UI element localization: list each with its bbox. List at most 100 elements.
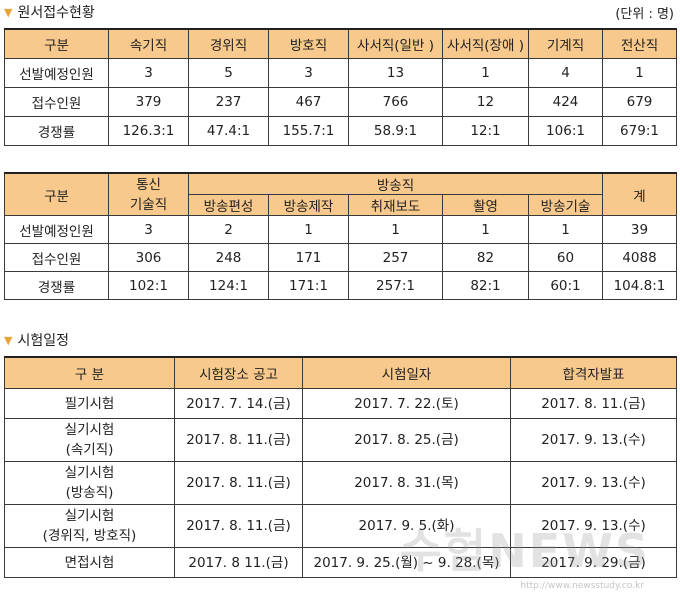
table-cell: 102:1 [108,271,189,300]
table-cell: 379 [108,87,189,117]
subheader-cell: 촬영 [442,194,529,216]
table-cell: 2017. 8. 31.(목) [302,461,511,505]
header-cell: 계 [602,172,677,216]
header-cell: 경위직 [188,28,269,59]
table-cell: 467 [268,87,349,117]
table-cell: 2017. 7. 14.(금) [174,388,303,419]
table-header-row: 구분 속기직 경위직 방호직 사서직(일반 ) 사서직(장애 ) 기계직 전산직 [4,28,677,59]
table-cell: 2017. 8. 25.(금) [302,418,511,462]
row-label: 선발예정인원 [4,215,109,244]
table-row: 실기시험 (방송직) 2017. 8. 11.(금) 2017. 8. 31.(… [4,461,677,505]
row-label: 경쟁률 [4,271,109,300]
table-cell: 2017. 9. 13.(수) [510,418,677,462]
table-cell: 106:1 [528,116,603,146]
table-cell: 257:1 [348,271,443,300]
table-row: 경쟁률 102:1 124:1 171:1 257:1 82:1 60:1 10… [4,271,677,300]
row-label: 실기시험 (방송직) [4,461,175,505]
table-header-row: 구분 통신 기술직 방송직 계 [4,172,677,216]
header-cell: 사서직(일반 ) [348,28,443,59]
table-cell: 1 [602,58,677,88]
row-label: 실기시험 (속기직) [4,418,175,462]
table-cell: 155.7:1 [268,116,349,146]
table-cell: 3 [268,58,349,88]
table-cell: 104.8:1 [602,271,677,300]
table-cell: 60:1 [528,271,603,300]
header-cell: 구분 [4,28,109,59]
table-row: 면접시험 2017. 8 11.(금) 2017. 9. 25.(월) ~ 9.… [4,547,677,578]
subheader-cell: 취재보도 [348,194,443,216]
table-row: 접수인원 306 248 171 257 82 60 4088 [4,243,677,272]
table-cell: 171:1 [268,271,349,300]
table-cell: 13 [348,58,443,88]
table-row: 경쟁률 126.3:1 47.4:1 155.7:1 58.9:1 12:1 1… [4,116,677,146]
table-cell: 82 [442,243,529,272]
section-header-schedule: ▼ 시험일정 [4,330,69,350]
table-cell: 47.4:1 [188,116,269,146]
table-cell: 124:1 [188,271,269,300]
table-cell: 2017. 8. 11.(금) [174,461,303,505]
table-row: 접수인원 379 237 467 766 12 424 679 [4,87,677,117]
table-cell: 2 [188,215,269,244]
table-cell: 1 [442,215,529,244]
table-cell: 257 [348,243,443,272]
header-cell-group: 방송직 [188,172,603,195]
table-cell: 1 [348,215,443,244]
table-cell: 3 [108,215,189,244]
table-cell: 3 [108,58,189,88]
table-cell: 424 [528,87,603,117]
subheader-cell: 방송기술 [528,194,603,216]
row-label: 경쟁률 [4,116,109,146]
table-cell: 82:1 [442,271,529,300]
header-cell: 시험일자 [302,356,511,389]
table-row: 실기시험 (경위직, 방호직) 2017. 8. 11.(금) 2017. 9.… [4,504,677,548]
table-cell: 2017. 9. 29.(금) [510,547,677,578]
header-cell: 기계직 [528,28,603,59]
triangle-bullet-icon: ▼ [4,333,13,347]
table-cell: 60 [528,243,603,272]
table-cell: 2017. 7. 22.(토) [302,388,511,419]
table-cell: 171 [268,243,349,272]
header-cell: 구분 [4,172,109,216]
table-cell: 126.3:1 [108,116,189,146]
table-cell: 2017. 9. 25.(월) ~ 9. 28.(목) [302,547,511,578]
watermark-url: http://www.newsstudy.co.kr [520,581,644,591]
table-cell: 12 [442,87,529,117]
subheader-cell: 방송제작 [268,194,349,216]
table-row: 실기시험 (속기직) 2017. 8. 11.(금) 2017. 8. 25.(… [4,418,677,462]
table-cell: 12:1 [442,116,529,146]
table-cell: 2017. 8. 11.(금) [174,418,303,462]
table-cell: 679 [602,87,677,117]
row-label: 선발예정인원 [4,58,109,88]
unit-label: (단위 : 명) [615,7,674,22]
table-cell: 1 [268,215,349,244]
table-cell: 2017. 8. 11.(금) [510,388,677,419]
header-cell: 시험장소 공고 [174,356,303,389]
triangle-bullet-icon: ▼ [4,5,13,19]
header-cell: 방호직 [268,28,349,59]
table-cell: 5 [188,58,269,88]
schedule-table: 구 분 시험장소 공고 시험일자 합격자발표 필기시험 2017. 7. 14.… [4,356,677,578]
table-cell: 4088 [602,243,677,272]
applications-table-1: 구분 속기직 경위직 방호직 사서직(일반 ) 사서직(장애 ) 기계직 전산직… [4,28,677,146]
applications-table-2: 구분 통신 기술직 방송직 계 방송편성 방송제작 취재보도 촬영 방송기술 선… [4,172,677,300]
table-cell: 679:1 [602,116,677,146]
header-cell: 통신 기술직 [108,172,189,216]
header-cell: 속기직 [108,28,189,59]
table-cell: 1 [442,58,529,88]
row-label: 접수인원 [4,87,109,117]
table-cell: 248 [188,243,269,272]
table-cell: 2017. 8 11.(금) [174,547,303,578]
header-cell: 전산직 [602,28,677,59]
table-cell: 2017. 9. 13.(수) [510,461,677,505]
table-row: 선발예정인원 3 5 3 13 1 4 1 [4,58,677,88]
row-label: 면접시험 [4,547,175,578]
section-header-applications: ▼ 원서접수현황 [4,2,95,22]
header-cell: 구 분 [4,356,175,389]
row-label: 접수인원 [4,243,109,272]
subheader-cell: 방송편성 [188,194,269,216]
table-row: 선발예정인원 3 2 1 1 1 1 39 [4,215,677,244]
table-cell: 306 [108,243,189,272]
table-header-row: 구 분 시험장소 공고 시험일자 합격자발표 [4,356,677,389]
table-cell: 39 [602,215,677,244]
table-cell: 2017. 9. 5.(화) [302,504,511,548]
